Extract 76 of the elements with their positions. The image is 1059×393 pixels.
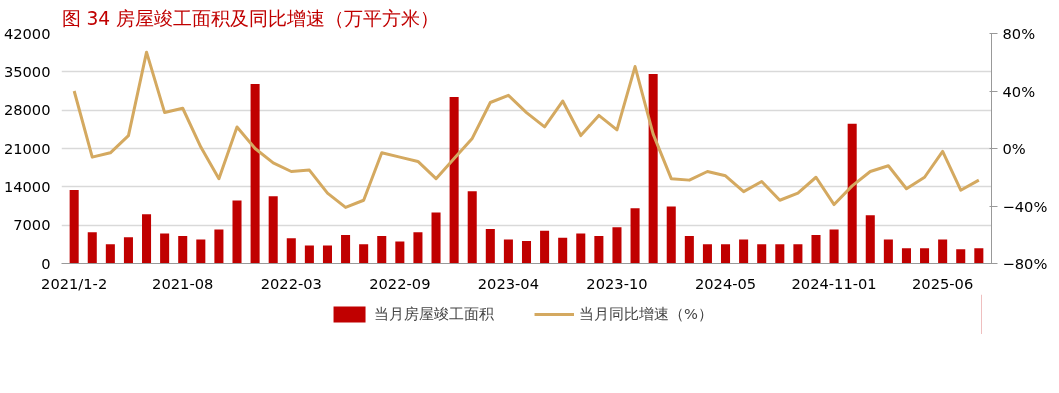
x-tick-label: 2023-10 (586, 274, 648, 292)
bar (178, 236, 188, 264)
bar (793, 244, 803, 264)
bar (123, 237, 133, 264)
bar (594, 236, 604, 264)
bar (540, 230, 550, 264)
y2-tick-label: −80% (1002, 255, 1048, 272)
bar (938, 239, 948, 264)
bar (974, 248, 984, 264)
bar (69, 190, 79, 264)
y-tick-label: 7000 (13, 216, 51, 234)
x-tick-label: 2021-08 (152, 274, 214, 292)
bar (612, 227, 622, 264)
bar (232, 200, 242, 264)
bar (105, 244, 115, 264)
bar (576, 233, 586, 264)
bar (395, 241, 405, 264)
y2-tick-label: 0% (1002, 140, 1026, 157)
bar (847, 123, 857, 264)
bar (449, 97, 459, 264)
legend-label: 当月同比增速（%） (579, 304, 713, 324)
line-series (72, 50, 981, 209)
bar (920, 248, 930, 264)
bar (377, 236, 387, 264)
x-tick-label: 2024-05 (694, 274, 757, 292)
y2-tick-label: −40% (1002, 197, 1048, 215)
bar (431, 212, 441, 264)
bar (630, 208, 640, 264)
bar (503, 239, 513, 264)
y2-tick-label: 80% (1002, 25, 1036, 42)
bar (485, 229, 495, 264)
bar (87, 232, 97, 264)
bar (322, 245, 332, 264)
y-tick-label: 42000 (3, 24, 51, 42)
bar (304, 245, 314, 264)
x-tick-label: 2021/1-2 (41, 274, 108, 292)
bar (521, 241, 532, 264)
x-tick-label: 2024-11-01 (791, 274, 877, 292)
bar (286, 238, 296, 264)
y-tick-label: 28000 (3, 101, 51, 119)
bar (214, 229, 224, 264)
bar (721, 244, 731, 264)
bar (467, 191, 477, 264)
bar (775, 244, 785, 264)
bar (739, 239, 749, 264)
x-tick-label: 2022-09 (369, 274, 431, 292)
bar (250, 83, 260, 264)
bar (702, 244, 712, 264)
bar (196, 239, 206, 264)
bar (811, 235, 821, 264)
bar (648, 74, 658, 264)
bar (558, 237, 568, 264)
y2-tick-label: 40% (1002, 82, 1036, 100)
y-tick-label: 14000 (3, 177, 51, 195)
bar (666, 206, 676, 264)
bar (865, 215, 875, 264)
bar (956, 249, 966, 264)
x-tick-label: 2022-03 (260, 274, 322, 292)
y-tick-label: 35000 (3, 62, 51, 80)
y-tick-label: 21000 (3, 139, 51, 157)
bar (757, 244, 767, 264)
bar (883, 239, 893, 264)
x-tick-label: 2025-06 (912, 274, 974, 292)
bar (268, 196, 278, 264)
y-tick-label: 0 (41, 254, 51, 272)
bar (684, 236, 694, 264)
bar (829, 229, 839, 264)
bar (341, 235, 351, 264)
legend-label: 当月房屋竣工面积 (374, 304, 495, 324)
bar (142, 214, 152, 264)
bar (413, 232, 423, 264)
bar (359, 244, 369, 264)
x-tick-label: 2023-04 (477, 274, 540, 292)
bar (160, 233, 170, 264)
chart-title: 图 34 房屋竣工面积及同比增速（万平方米） (61, 7, 440, 29)
bar (901, 248, 911, 264)
